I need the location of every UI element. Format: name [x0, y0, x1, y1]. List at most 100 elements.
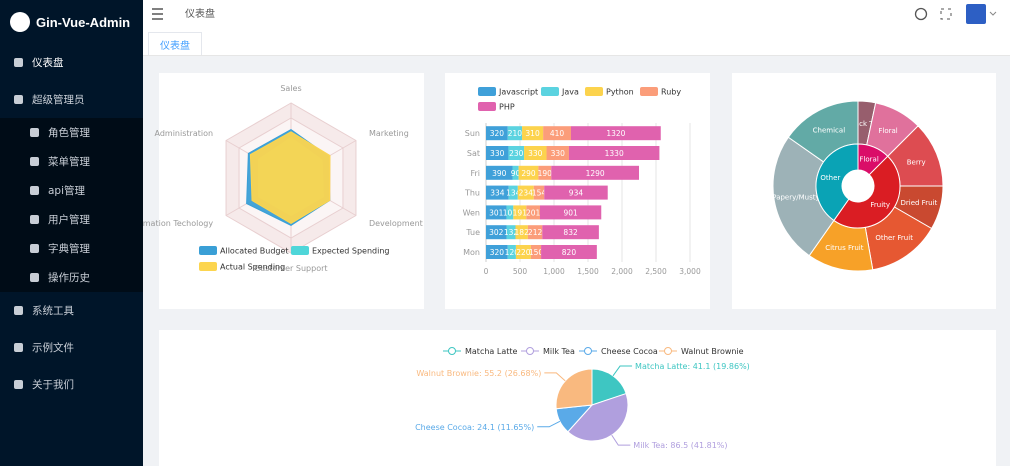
fullscreen-icon[interactable]: [940, 8, 952, 20]
sunburst-segment: [833, 155, 901, 229]
bar: [522, 126, 544, 141]
bar: [486, 146, 509, 160]
bar-value-label: 820: [562, 248, 577, 257]
bar: [543, 126, 571, 141]
label-line: [611, 434, 631, 446]
radar-indicator: Customer Support: [254, 264, 327, 273]
x-tick-label: 500: [513, 267, 528, 276]
bar-value-label: 101: [503, 208, 518, 217]
submenu: 角色管理菜单管理 api管理用户管理字典管理 操作历史: [0, 118, 143, 292]
submenu-item[interactable]: 用户管理: [0, 205, 143, 234]
y-tick-label: Wen: [463, 208, 480, 217]
menu-icon: [30, 157, 39, 166]
bar-value-label: 301: [489, 208, 504, 217]
label-line: [537, 420, 561, 428]
bar-value-label: 120: [505, 248, 520, 257]
header-bar: 仪表盘: [152, 4, 997, 24]
menu-icon: [14, 380, 23, 389]
avatar-caret: [989, 11, 997, 16]
y-tick-label: Fri: [470, 169, 480, 178]
menu-icon: [14, 343, 23, 352]
radar-indicator: Information Techology: [143, 219, 213, 228]
bar: [507, 245, 516, 259]
pie-label: Milk Tea: 86.5 (41.81%): [633, 441, 727, 450]
menu-icon: [30, 215, 39, 224]
bar-value-label: 182: [515, 228, 530, 237]
x-tick-label: 0: [484, 267, 489, 276]
y-tick-label: Sun: [465, 129, 480, 138]
sunburst-label: Black Tea: [848, 120, 881, 128]
bar-value-label: 330: [551, 149, 566, 158]
logo-text: Gin-Vue-Admin: [36, 14, 131, 30]
sunburst-label: Dried Fruit: [900, 199, 937, 207]
y-tick-label: Thu: [464, 189, 480, 198]
bar-value-label: 212: [528, 228, 543, 237]
bar: [513, 205, 527, 220]
legend-label: Matcha Latte: [465, 347, 517, 356]
menu-item[interactable]: 关于我们: [0, 366, 143, 403]
logo[interactable]: Gin-Vue-Admin: [0, 0, 143, 44]
bar: [486, 126, 508, 141]
bar: [486, 225, 507, 240]
bar-value-label: 330: [528, 149, 543, 158]
bar: [515, 245, 531, 259]
x-tick-label: 2,000: [611, 267, 633, 276]
menu-item[interactable]: 仪表盘: [0, 44, 143, 81]
legend-swatch: [640, 87, 658, 96]
bar: [508, 185, 518, 200]
menu-label: 角色管理: [48, 127, 90, 139]
bar-value-label: 410: [550, 129, 565, 138]
legend-swatch: [478, 87, 496, 96]
menu-item[interactable]: 系统工具: [0, 292, 143, 329]
bar-value-label: 230: [509, 149, 524, 158]
radar-indicator: Marketing: [369, 129, 409, 138]
bar-value-label: 934: [569, 189, 584, 198]
sunburst-label: Citrus Fruit: [825, 244, 864, 252]
menu-item[interactable]: 示例文件: [0, 329, 143, 366]
legend-label: Expected Spending: [312, 247, 389, 256]
submenu-item[interactable]: api管理: [0, 176, 143, 205]
menu-toggle[interactable]: [152, 8, 163, 20]
bar: [551, 165, 639, 180]
bar-value-label: 901: [563, 208, 578, 217]
pie-label: Walnut Brownie: 55.2 (26.68%): [416, 369, 541, 378]
legend-swatch: [199, 262, 217, 271]
submenu-item[interactable]: 角色管理: [0, 118, 143, 147]
radar-area: [249, 131, 331, 224]
search-icon[interactable]: [914, 7, 928, 21]
menu-label: 关于我们: [32, 379, 74, 391]
sunburst-label: Papery/Musty: [772, 193, 819, 201]
legend-marker: [584, 347, 592, 355]
bar: [486, 185, 509, 200]
bar-value-label: 150: [529, 248, 544, 257]
bar-value-label: 134: [506, 189, 521, 198]
menu-label: 菜单管理: [48, 156, 90, 168]
menu-icon: [30, 273, 39, 282]
menu-label: 超级管理员: [32, 94, 85, 106]
submenu-item[interactable]: 操作历史: [0, 263, 143, 292]
submenu-item[interactable]: 菜单管理: [0, 147, 143, 176]
pie-label: Matcha Latte: 41.1 (19.86%): [635, 362, 750, 371]
x-tick-label: 3,000: [679, 267, 701, 276]
tab[interactable]: 仪表盘: [148, 32, 202, 55]
legend-swatch: [541, 87, 559, 96]
menu-item[interactable]: 超级管理员: [0, 81, 143, 118]
x-tick-label: 2,500: [645, 267, 667, 276]
bar: [506, 225, 516, 240]
menu-label: api管理: [48, 185, 86, 197]
sunburst-segment: [815, 143, 859, 222]
bar: [518, 165, 539, 180]
dashboard: Sales Administration Information Techology…: [143, 73, 996, 466]
submenu-item[interactable]: 字典管理: [0, 234, 143, 263]
sunburst-label: Berry: [907, 158, 926, 166]
avatar[interactable]: [966, 4, 986, 24]
bar: [539, 205, 602, 220]
bar-value-label: 832: [563, 228, 578, 237]
menu-label: 用户管理: [48, 214, 90, 226]
legend-swatch: [585, 87, 603, 96]
bar-value-label: 201: [526, 208, 541, 217]
legend-label: Java: [561, 88, 579, 97]
breadcrumb[interactable]: 仪表盘: [185, 7, 215, 20]
legend-swatch: [291, 246, 309, 255]
